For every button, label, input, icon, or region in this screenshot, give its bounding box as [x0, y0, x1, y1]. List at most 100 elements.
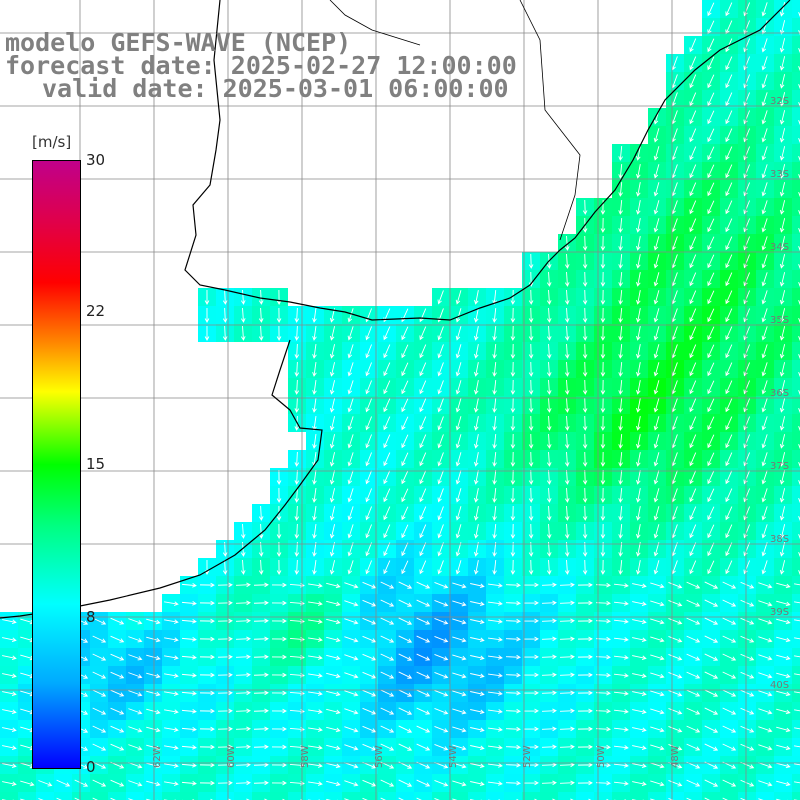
- wind-arrow: [510, 397, 516, 413]
- wind-arrow: [365, 488, 372, 503]
- wind-arrow: [528, 559, 534, 575]
- wind-arrow: [146, 654, 161, 661]
- wind-arrow: [725, 308, 733, 323]
- wind-arrow: [308, 781, 323, 786]
- wind-arrow: [308, 673, 323, 678]
- wind-arrow: [217, 708, 233, 714]
- wind-arrow: [668, 708, 683, 715]
- wind-arrow: [707, 452, 715, 467]
- wind-arrow: [582, 505, 588, 521]
- wind-arrow: [577, 654, 593, 660]
- wind-arrow: [577, 726, 593, 732]
- wind-arrow: [636, 254, 641, 269]
- wind-arrow: [758, 690, 773, 697]
- wind-arrow: [564, 397, 570, 413]
- wind-arrow: [618, 199, 623, 215]
- wind-arrow: [523, 672, 539, 678]
- wind-arrow: [383, 488, 391, 503]
- wind-arrow: [776, 690, 791, 697]
- wind-arrow: [758, 654, 773, 661]
- wind-arrow: [653, 128, 660, 143]
- wind-arrow: [92, 635, 107, 643]
- wind-arrow: [704, 797, 710, 800]
- wind-arrow: [455, 470, 462, 485]
- wind-arrow: [779, 488, 786, 503]
- wind-arrow: [650, 618, 665, 625]
- wind-arrow: [743, 434, 751, 449]
- wind-arrow: [707, 146, 715, 161]
- wind-arrow: [434, 600, 449, 607]
- wind-arrow: [689, 488, 697, 503]
- wind-cell: [792, 216, 800, 234]
- wind-arrow: [546, 325, 552, 341]
- wind-arrow: [725, 326, 733, 341]
- wind-arrow: [401, 542, 409, 557]
- wind-arrow: [344, 744, 359, 751]
- wind-arrow: [613, 673, 629, 678]
- wind-arrow: [722, 797, 728, 800]
- lat-label: 37S: [770, 461, 789, 472]
- wind-arrow: [258, 559, 264, 575]
- wind-arrow: [761, 452, 768, 467]
- wind-arrow: [217, 726, 233, 732]
- wind-arrow: [761, 2, 768, 17]
- wind-arrow: [577, 762, 593, 768]
- wind-arrow: [528, 343, 534, 359]
- wind-arrow: [487, 673, 503, 678]
- wind-arrow: [653, 434, 660, 449]
- wind-arrow: [344, 600, 359, 607]
- wind-arrow: [761, 542, 768, 557]
- wind-arrow: [668, 690, 683, 697]
- wind-cell: [468, 792, 486, 800]
- wind-arrow: [362, 653, 377, 661]
- wind-arrow: [546, 469, 552, 485]
- wind-arrow: [437, 524, 444, 539]
- wind-arrow: [689, 218, 697, 233]
- wind-arrow: [437, 434, 444, 449]
- wind-arrow: [470, 763, 485, 769]
- wind-arrow: [528, 361, 534, 377]
- wind-arrow: [743, 290, 751, 305]
- wind-arrow: [577, 690, 593, 696]
- wind-arrow: [329, 470, 336, 485]
- wind-arrow: [632, 673, 647, 679]
- wind-arrow: [776, 672, 791, 679]
- wind-arrow: [110, 635, 125, 643]
- wind-arrow: [474, 488, 479, 503]
- wind-arrow: [2, 691, 17, 697]
- wind-arrow: [632, 727, 647, 733]
- wind-arrow: [668, 636, 683, 643]
- wind-arrow: [636, 398, 641, 413]
- wind-arrow: [470, 619, 485, 625]
- wind-arrow: [419, 326, 427, 341]
- wind-arrow: [707, 218, 715, 233]
- river-border-2: [329, 0, 421, 46]
- wind-arrow: [164, 727, 179, 732]
- wind-arrow: [383, 344, 391, 359]
- wind-arrow: [487, 781, 503, 786]
- wind-arrow: [329, 398, 336, 413]
- wind-arrow: [326, 654, 341, 661]
- wind-arrow: [347, 524, 354, 539]
- wind-arrow: [253, 582, 269, 588]
- wind-arrow: [779, 344, 786, 359]
- wind-arrow: [707, 290, 715, 305]
- wind-arrow: [505, 726, 521, 732]
- wind-arrow: [235, 780, 251, 786]
- wind-arrow: [419, 380, 427, 395]
- wind-arrow: [743, 344, 751, 359]
- wind-arrow: [707, 344, 715, 359]
- wind-arrow: [618, 487, 623, 503]
- wind-arrow: [146, 744, 161, 751]
- wind-arrow: [164, 637, 179, 642]
- wind-arrow: [632, 763, 647, 769]
- wind-arrow: [452, 636, 467, 643]
- wind-arrow: [653, 380, 660, 395]
- wind-arrow: [653, 542, 660, 557]
- wind-arrow: [528, 397, 534, 413]
- wind-arrow: [437, 488, 444, 503]
- wind-arrow: [455, 416, 462, 431]
- wind-arrow: [383, 452, 391, 467]
- wind-arrow: [380, 707, 395, 715]
- wind-arrow: [618, 523, 623, 539]
